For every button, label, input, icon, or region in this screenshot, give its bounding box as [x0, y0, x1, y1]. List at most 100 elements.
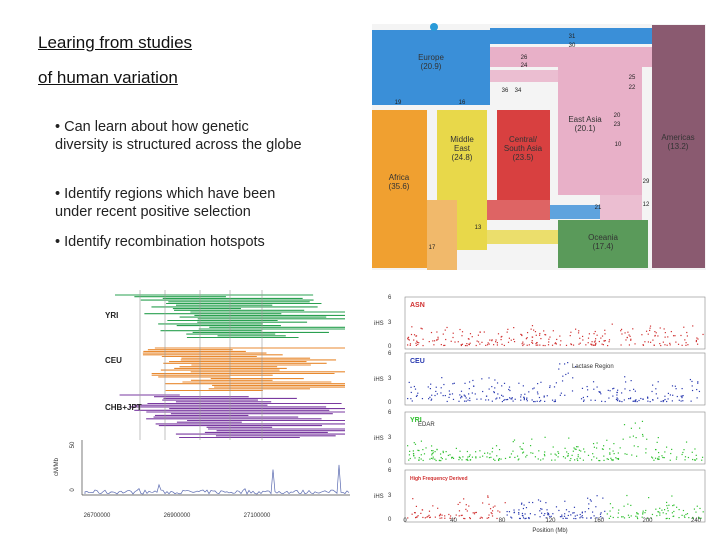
- snp-dot: [521, 448, 524, 450]
- snp-dot: [591, 511, 594, 513]
- snp-dot: [439, 514, 441, 516]
- snp-dot: [444, 515, 446, 517]
- snp-dot: [654, 331, 656, 333]
- region-value: (24.8): [452, 153, 473, 162]
- snp-dot: [465, 397, 467, 399]
- flow-label: 23: [614, 122, 621, 128]
- flow-band: [600, 195, 642, 220]
- snp-dot: [626, 453, 628, 455]
- snp-dot: [449, 517, 451, 519]
- snp-dot: [411, 400, 413, 402]
- snp-dot: [582, 517, 584, 519]
- snp-dot: [567, 453, 569, 455]
- snp-dot: [633, 400, 635, 402]
- snp-dot: [473, 513, 476, 515]
- snp-dot: [535, 334, 537, 336]
- flow-band: [487, 230, 558, 244]
- snp-dot: [466, 344, 468, 347]
- snp-dot: [642, 512, 644, 514]
- y-tick-label: 6: [388, 410, 392, 416]
- snp-dot: [468, 343, 470, 345]
- snp-dot: [487, 342, 489, 344]
- snp-dot: [422, 459, 424, 462]
- snp-dot: [603, 340, 605, 342]
- snp-dot: [628, 516, 630, 519]
- snp-dot: [600, 393, 602, 395]
- snp-dot: [412, 498, 414, 500]
- snp-dot: [409, 457, 411, 460]
- snp-dot: [558, 368, 560, 370]
- snp-dot: [681, 387, 683, 390]
- snp-dot: [600, 515, 602, 518]
- snp-dot: [459, 328, 461, 331]
- snp-dot: [636, 513, 638, 515]
- snp-dot: [587, 454, 590, 456]
- snp-dot: [461, 335, 463, 337]
- snp-dot: [465, 459, 467, 461]
- snp-dot: [536, 391, 539, 393]
- snp-dot: [607, 389, 609, 391]
- snp-dot: [555, 506, 558, 508]
- snp-dot: [428, 514, 430, 516]
- snp-dot: [655, 508, 657, 510]
- snp-dot: [417, 515, 419, 517]
- snp-dot: [552, 330, 554, 332]
- flow-band: [550, 205, 600, 219]
- snp-dot: [457, 503, 459, 506]
- snp-dot: [434, 516, 436, 518]
- snp-dot: [566, 451, 568, 453]
- snp-dot: [586, 385, 588, 388]
- snp-dot: [664, 395, 666, 397]
- snp-dot: [615, 457, 617, 459]
- snp-dot: [596, 442, 598, 444]
- snp-dot: [481, 378, 483, 380]
- snp-dot: [429, 516, 431, 518]
- snp-dot: [630, 338, 632, 340]
- snp-dot: [666, 517, 668, 520]
- snp-dot: [432, 458, 434, 460]
- snp-dot: [567, 362, 569, 364]
- flow-band: [427, 200, 457, 270]
- snp-dot: [469, 459, 471, 461]
- snp-dot: [565, 344, 568, 346]
- snp-dot: [685, 342, 687, 344]
- snp-dot: [670, 452, 672, 455]
- snp-dot: [591, 459, 593, 461]
- snp-dot: [661, 455, 663, 457]
- snp-dot: [579, 517, 581, 519]
- snp-dot: [667, 336, 669, 338]
- snp-dot: [418, 342, 420, 344]
- snp-dot: [526, 397, 528, 399]
- bullet: • Identify regions which have been under…: [55, 186, 276, 220]
- snp-dot: [521, 343, 523, 345]
- snp-dot: [673, 510, 675, 513]
- snp-dot: [647, 341, 649, 343]
- snp-dot: [644, 512, 646, 514]
- snp-dot: [482, 502, 484, 504]
- snp-dot: [587, 342, 589, 344]
- snp-dot: [486, 452, 489, 454]
- snp-dot: [641, 334, 643, 336]
- flow-band: [490, 28, 655, 44]
- snp-dot: [573, 512, 575, 514]
- snp-dot: [414, 388, 417, 390]
- snp-dot: [526, 454, 528, 457]
- snp-dot: [526, 337, 528, 339]
- snp-dot: [469, 399, 471, 402]
- panel-frame: [404, 296, 706, 350]
- snp-dot: [565, 509, 568, 511]
- snp-dot: [544, 344, 546, 347]
- snp-dot: [519, 517, 521, 520]
- snp-dot: [686, 331, 688, 334]
- snp-dot: [460, 514, 462, 517]
- snp-dot: [601, 335, 604, 337]
- snp-dot: [469, 333, 472, 335]
- snp-dot: [508, 386, 511, 388]
- snp-dot: [666, 400, 668, 403]
- snp-dot: [567, 455, 569, 457]
- snp-dot: [671, 400, 673, 402]
- snp-dot: [453, 382, 455, 384]
- snp-dot: [680, 400, 682, 402]
- snp-dot: [523, 396, 525, 398]
- snp-dot: [518, 513, 520, 515]
